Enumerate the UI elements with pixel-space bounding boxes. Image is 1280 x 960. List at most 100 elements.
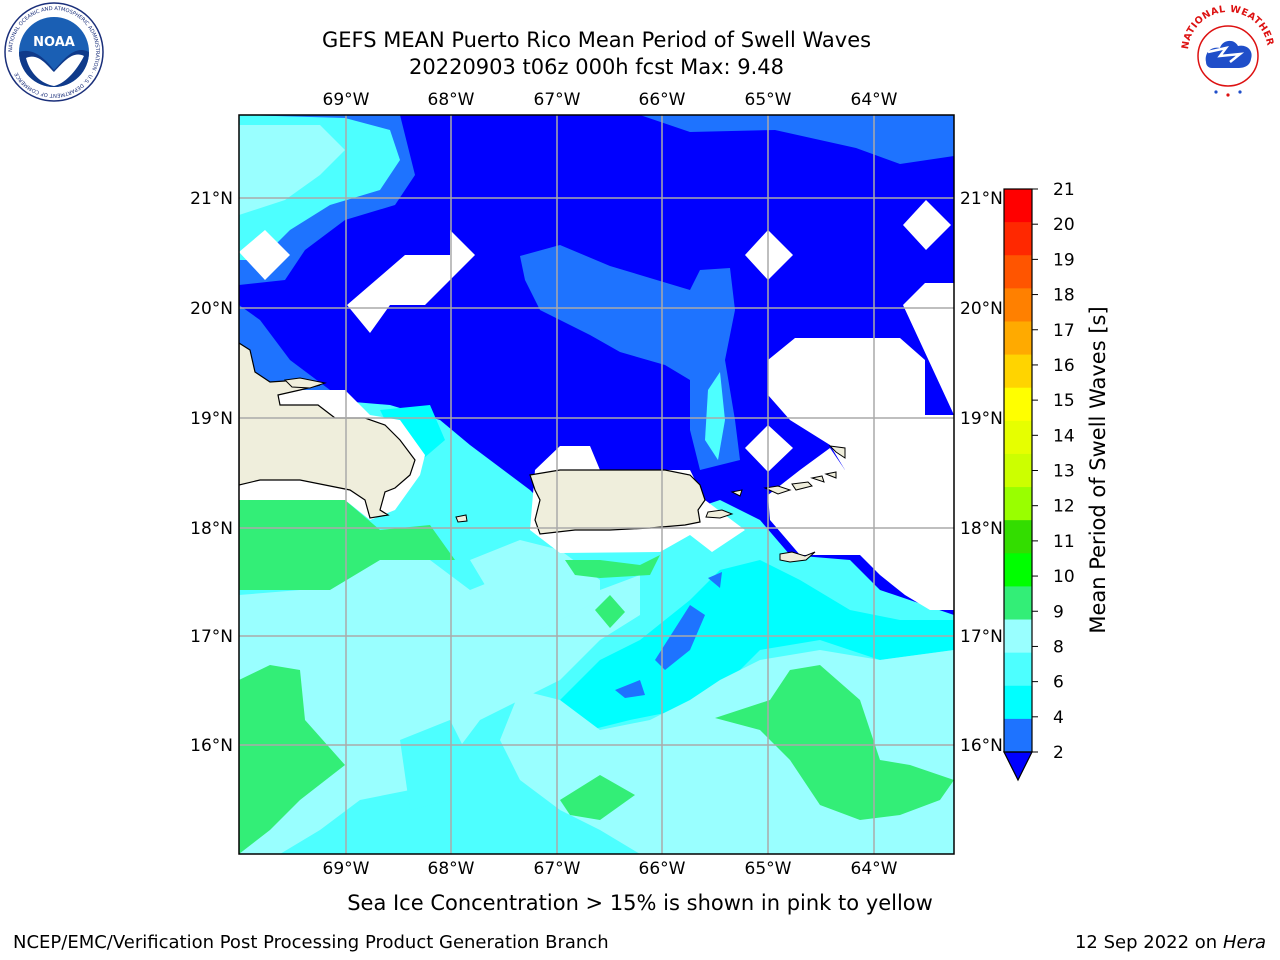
land-anegada	[828, 445, 846, 459]
contour-pale-west	[239, 125, 345, 215]
colorbar-tick-label: 14	[1053, 426, 1075, 446]
contour-cyan-pocket	[400, 720, 470, 810]
mask-white-3	[745, 230, 793, 280]
lat-labels-left: 21°N 20°N 19°N 18°N 17°N 16°N	[190, 189, 233, 756]
contour-blue-hispaniola	[239, 305, 330, 395]
colorbar-tick-label: 18	[1053, 286, 1075, 306]
colorbar-swatch	[1004, 288, 1032, 322]
lat-label-right: 19°N	[960, 409, 1003, 429]
colorbar-tick-label: 6	[1053, 673, 1064, 693]
colorbar-tick-label: 4	[1053, 708, 1064, 728]
contour-bright-cyan-2	[560, 560, 954, 730]
colorbar-swatch	[1004, 487, 1032, 521]
lon-label-top: 69°W	[323, 90, 370, 110]
colorbar-tick-label: 19	[1053, 250, 1075, 270]
contour-green-pr-south	[565, 555, 660, 578]
colorbar-swatch	[1004, 586, 1032, 621]
sea-ice-note: Sea Ice Concentration > 15% is shown in …	[347, 891, 933, 915]
lat-labels-right: 21°N 20°N 19°N 18°N 17°N 16°N	[960, 189, 1003, 756]
footer-credit: NCEP/EMC/Verification Post Processing Pr…	[13, 932, 609, 953]
colorbar-swatch	[1004, 619, 1032, 654]
lon-label-top: 68°W	[428, 90, 475, 110]
contour-blue-top	[239, 115, 954, 164]
contour-green-se	[715, 665, 954, 820]
colorbar-tick-label: 17	[1053, 321, 1075, 341]
contour-green-west	[239, 500, 455, 590]
lat-label-right: 21°N	[960, 189, 1003, 209]
contour-cyan-streak	[705, 372, 725, 460]
lat-label-left: 17°N	[190, 627, 233, 647]
noaa-logo-text: NOAA	[33, 35, 75, 50]
colorbar-tick-label: 16	[1053, 356, 1075, 376]
lon-label-bottom: 64°W	[851, 859, 898, 879]
land-culebra	[730, 489, 743, 497]
lon-label-top: 66°W	[639, 90, 686, 110]
colorbar-tick-label: 8	[1053, 637, 1064, 657]
lon-label-bottom: 66°W	[639, 859, 686, 879]
colorbar-tick-label: 20	[1053, 215, 1075, 235]
colorbar-swatch	[1004, 718, 1032, 753]
lat-label-right: 17°N	[960, 627, 1003, 647]
lon-label-top: 64°W	[851, 90, 898, 110]
colorbar-swatch	[1004, 652, 1032, 687]
mask-white-4	[903, 200, 951, 250]
chart-title: GEFS MEAN Puerto Rico Mean Period of Swe…	[321, 28, 872, 52]
contour-green-spot	[595, 595, 625, 628]
colorbar-swatch	[1004, 420, 1032, 455]
lon-label-bottom: 68°W	[428, 859, 475, 879]
contour-blue-south-1	[655, 605, 705, 670]
colorbar-swatch	[1004, 321, 1032, 356]
lon-label-bottom: 65°W	[745, 859, 792, 879]
footer-date-text: 12 Sep 2022 on	[1074, 932, 1218, 953]
colorbar-swatch	[1004, 553, 1032, 587]
contour-pale-mid	[470, 540, 600, 640]
colorbar-ticks: 21 20 19 18 17 16 15 14 13 12 11 10 9 8 6 4 2	[1032, 180, 1075, 763]
colorbar-swatch	[1004, 520, 1032, 554]
lon-labels-top: 69°W 68°W 67°W 66°W 65°W 64°W	[323, 90, 898, 110]
colorbar-tick-label: 11	[1053, 532, 1075, 552]
colorbar-swatch	[1004, 189, 1032, 223]
footer-date: 12 Sep 2022 on Hera	[1075, 932, 1266, 953]
lon-label-bottom: 69°W	[323, 859, 370, 879]
land-virgin-islands	[763, 471, 837, 495]
colorbar-swatch	[1004, 255, 1032, 289]
mask-white-5	[745, 425, 793, 472]
contour-green-sw	[239, 665, 345, 854]
land-st-croix	[779, 551, 816, 563]
lon-labels-bottom: 69°W 68°W 67°W 66°W 65°W 64°W	[323, 859, 898, 879]
lat-label-left: 20°N	[190, 299, 233, 319]
colorbar: 21 20 19 18 17 16 15 14 13 12 11 10 9 8 6 4 2 Mean Perio…	[1003, 180, 1110, 782]
graticule	[239, 115, 954, 854]
lat-label-left: 18°N	[190, 519, 233, 539]
contour-blue-south-2	[615, 680, 645, 698]
colorbar-tick-label: 2	[1053, 743, 1064, 763]
lon-label-bottom: 67°W	[534, 859, 581, 879]
lon-label-top: 67°W	[534, 90, 581, 110]
colorbar-tick-label: 10	[1053, 567, 1075, 587]
colorbar-under-arrow	[1003, 751, 1033, 782]
colorbar-swatch	[1004, 387, 1032, 422]
colorbar-swatch	[1004, 222, 1032, 256]
contour-green-south	[560, 775, 635, 820]
colorbar-swatch	[1004, 685, 1032, 720]
contour-blue-south-3	[708, 572, 722, 588]
mask-white-1	[239, 230, 290, 280]
colorbar-tick-label: 15	[1053, 391, 1075, 411]
chart-subtitle: 20220903 t06z 000h fcst Max: 9.48	[409, 55, 784, 79]
colorbar-label: Mean Period of Swell Waves [s]	[1086, 306, 1110, 633]
colorbar-tick-label: 13	[1053, 462, 1075, 482]
land-vieques	[705, 509, 734, 519]
lat-label-left: 21°N	[190, 189, 233, 209]
colorbar-tick-label: 12	[1053, 497, 1075, 517]
colorbar-swatch	[1004, 453, 1032, 488]
land-mona	[455, 514, 468, 523]
lat-label-left: 19°N	[190, 409, 233, 429]
colorbar-swatch	[1004, 354, 1032, 389]
contour-blue-north	[520, 245, 740, 470]
lat-label-right: 18°N	[960, 519, 1003, 539]
footer-host: Hera	[1222, 932, 1266, 953]
colorbar-swatches	[1004, 189, 1032, 753]
colorbar-tick-label: 21	[1053, 180, 1075, 200]
colorbar-tick-label: 9	[1053, 602, 1064, 622]
